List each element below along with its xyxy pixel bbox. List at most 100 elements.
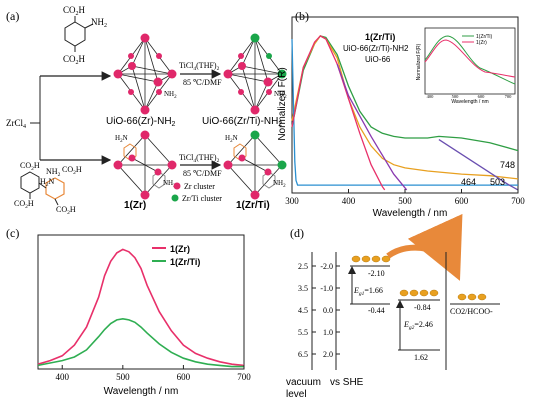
inset-ylabel: Normalized F(R)	[416, 43, 422, 80]
vacuum-tick-label: 4.5	[298, 306, 308, 315]
mof2-label: UiO-66(Zr/Ti)-NH2	[202, 116, 282, 128]
product-label: CO2/HCOO-	[450, 307, 493, 316]
vacuum-label: vacuum	[286, 377, 321, 388]
panel-c-xtick-label: 600	[177, 372, 191, 382]
svg-text:CO2H: CO2H	[20, 161, 40, 172]
panel-b-series-2	[291, 38, 518, 186]
mof-1zr: H2N NH2	[113, 130, 177, 200]
svg-text:600: 600	[478, 94, 486, 99]
inset-legend-1: 1(Zr/Ti)	[476, 34, 493, 40]
panel-c-xlabel: Wavelength / nm	[104, 386, 179, 397]
condition-bottom: 85 ℃/DMF	[183, 169, 222, 178]
panel-b-legend-2: UiO-66(Zr/Ti)-NH2	[343, 44, 409, 53]
svg-text:NH2: NH2	[91, 17, 107, 29]
panel-c-xtick-label: 500	[116, 372, 130, 382]
vacuum-tick-label: 3.5	[298, 284, 308, 293]
svg-text:400: 400	[427, 94, 435, 99]
svg-text:NH2: NH2	[274, 90, 287, 100]
panel-b-xlabel: Wavelength / nm	[373, 208, 448, 219]
svg-text:NH2: NH2	[46, 167, 61, 178]
panel-b-legend-3: UiO-66	[365, 55, 391, 64]
svg-text:CO2H: CO2H	[56, 205, 76, 216]
svg-text:H2N: H2N	[115, 134, 128, 144]
panel-c-xtick-label: 400	[55, 372, 69, 382]
svg-text:NH2: NH2	[273, 179, 286, 189]
svg-text:CO2H: CO2H	[63, 54, 86, 66]
cb1-value: -2.10	[368, 269, 385, 278]
panel-c-plot-frame	[37, 234, 245, 370]
panel-c-legend-2: 1(Zr/Ti)	[170, 257, 200, 267]
panel-b-series-4	[336, 63, 408, 191]
panel-c-series	[37, 248, 245, 368]
panel-b-legend-1: 1(Zr/Ti)	[365, 32, 395, 42]
legend-zrti-dot	[171, 194, 179, 202]
edge-label-464: 464	[461, 177, 476, 187]
she-tick-label: 1.0	[323, 328, 333, 337]
mof-1zrti: H2N NH2	[223, 130, 287, 200]
edge-label-503: 503	[490, 177, 505, 187]
linker-bottom: CO2H NH2 H2N CO2H CO2H CO2H	[14, 161, 82, 216]
legend-zr: Zr cluster	[184, 182, 215, 191]
panel-c-label: (c)	[6, 226, 19, 240]
mof-uio66-zr: NH2	[113, 33, 177, 115]
svg-text:CO2H: CO2H	[62, 165, 82, 176]
vacuum-tick-label: 5.5	[298, 328, 308, 337]
she-tick-label: 0.0	[323, 306, 333, 315]
panel-a-label: (a)	[6, 9, 19, 23]
panel-b-xtick-label: 400	[342, 196, 356, 206]
svg-text:H2N: H2N	[225, 134, 238, 144]
linker-top: CO2H NH2 CO2H	[63, 5, 107, 66]
panel-b-xtick-label: 600	[455, 196, 469, 206]
eg2-label: Eg2=2.46	[403, 320, 433, 331]
panel-b: (b) 300 400 500 600 700 Wavelength / nm Norm…	[277, 9, 525, 219]
panel-c: (c) 400 500 600 700 Wavelength / nm 1(Zr) 1…	[6, 226, 251, 397]
panel-c-series-1	[37, 317, 244, 368]
legend-zr-dot	[173, 182, 181, 190]
panel-b-series	[291, 35, 519, 191]
she-label: vs SHE	[330, 377, 364, 388]
svg-text:500: 500	[452, 94, 460, 99]
svg-text:CO2H: CO2H	[14, 199, 34, 210]
inset-series-zr	[424, 39, 516, 78]
edge-label-748: 748	[500, 160, 515, 170]
panel-b-xticks: 300 400 500 600 700	[285, 189, 525, 206]
panel-c-xticks: 400 500 600 700	[55, 365, 251, 382]
panel-d-ticks: 2.5 3.5 4.5 5.5 6.5 -2.0 -1.0 0.0 1.0 2.0	[298, 262, 340, 359]
condition-top: 85 ℃/DMF	[183, 78, 222, 87]
inset-xlabel: Wavelength / nm	[451, 99, 488, 105]
panel-c-series-0	[37, 248, 245, 367]
panel-d-label: (d)	[290, 226, 304, 240]
panel-b-xtick-label: 500	[398, 196, 412, 206]
mof3-label: 1(Zr)	[124, 200, 146, 211]
svg-text:NH2: NH2	[164, 90, 177, 100]
panel-b-xtick-label: 700	[511, 196, 525, 206]
panel-b-xtick-label: 300	[285, 196, 299, 206]
legend-zrti: Zr/Ti cluster	[182, 194, 222, 203]
vacuum-tick-label: 6.5	[298, 350, 308, 359]
inset-series-zrti	[424, 35, 516, 85]
inset-legend-2: 1(Zr)	[476, 40, 487, 46]
panel-a: (a) CO2H NH2 CO2H ZrCl4 CO2H NH2 H2N CO2…	[6, 5, 287, 216]
panel-b-label: (b)	[295, 9, 309, 23]
svg-text:700: 700	[505, 94, 513, 99]
panel-b-series-3	[291, 35, 386, 191]
she-tick-label: -2.0	[320, 262, 333, 271]
vb1-value: -0.44	[368, 306, 385, 315]
mof4-label: 1(Zr/Ti)	[236, 200, 270, 211]
panel-c-legend-1: 1(Zr)	[170, 244, 190, 254]
vacuum-tick-label: 2.5	[298, 262, 308, 271]
panel-d: (d) 2.5 3.5 4.5 5.5 6.5 -2.0 -1.0 0.0 1.0 2.0 vac…	[286, 213, 500, 400]
eg1-label: Eg1=1.66	[353, 286, 383, 297]
vb2-value: 1.62	[414, 353, 428, 362]
mof1-label: UiO-66(Zr)-NH2	[106, 116, 176, 128]
she-tick-label: -1.0	[320, 284, 333, 293]
reagent-top: TiCl4(THF)2	[179, 61, 220, 72]
svg-text:H2N: H2N	[40, 177, 55, 188]
she-tick-label: 2.0	[323, 350, 333, 359]
panel-b-inset: 1(Zr/Ti) 1(Zr) Wavelength / nm Normalize…	[416, 27, 516, 105]
panel-b-series-5	[438, 139, 519, 191]
panel-c-xtick-label: 700	[237, 372, 251, 382]
mof-uio66-zrti: NH2	[223, 33, 287, 115]
reactant-zrcl4: ZrCl4	[6, 118, 26, 130]
